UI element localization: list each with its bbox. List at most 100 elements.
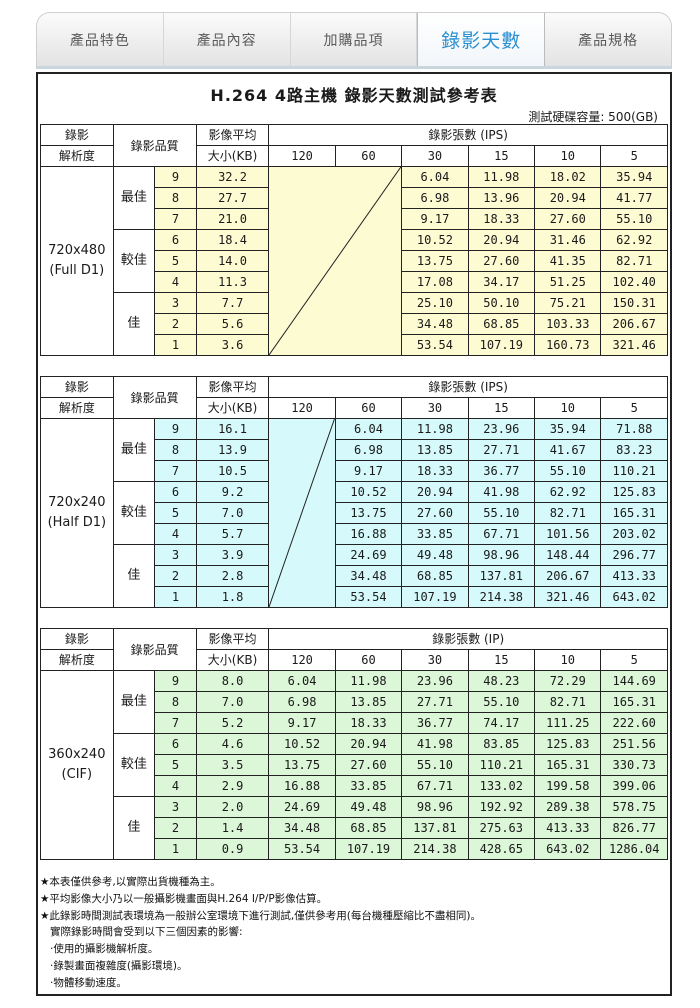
quality-level: 9: [154, 418, 197, 440]
fps-column-header: 10: [534, 649, 602, 671]
days-value: 55.10: [401, 754, 469, 776]
table-row: 8 7.0 6.98 13.85 27.71 55.10 82.71 165.31: [41, 691, 668, 713]
quality-header: 錄影品質: [112, 628, 197, 671]
days-value: 321.46: [534, 586, 602, 608]
fps-column-header: 10: [534, 397, 602, 419]
table-row: 7 21.0 9.17 18.33 27.60 55.10: [41, 208, 668, 230]
note-line: ‧使用的攝影機解析度。: [50, 943, 159, 956]
avg-size-header: 影像平均: [195, 628, 270, 650]
header-row: 錄影 錄影品質 影像平均 錄影張數 (IPS): [40, 124, 668, 167]
table-row: 5 7.0 13.75 27.60 55.10 82.71 165.31: [41, 502, 668, 524]
days-value: 13.96: [467, 187, 536, 209]
days-value: 296.77: [600, 544, 668, 566]
days-value: 75.21: [534, 292, 602, 314]
quality-group-label: 較佳: [112, 733, 156, 797]
days-value: 41.98: [401, 733, 469, 755]
days-value: 36.77: [467, 460, 536, 482]
days-value: 160.73: [534, 334, 602, 356]
days-value: 68.85: [334, 817, 403, 839]
days-value: 20.94: [534, 187, 602, 209]
quality-level: 5: [154, 250, 197, 272]
table-row: 360x240 (CIF) 最佳 9 8.0 6.04 11.98 23.96 48.23 72.…: [40, 670, 668, 860]
avg-size-value: 0.9: [195, 838, 270, 860]
tab-addons[interactable]: 加購品項: [291, 13, 418, 66]
avg-size-value: 4.6: [195, 733, 270, 755]
days-value: 41.77: [600, 187, 668, 209]
fps-column-header: 120: [268, 145, 336, 167]
page-title: H.264 4路主機 錄影天數測試參考表: [210, 86, 498, 105]
days-value: 27.60: [401, 502, 469, 524]
days-value: 206.67: [600, 313, 668, 335]
diagonal-line: [269, 167, 401, 355]
avg-size-value: 27.7: [195, 187, 270, 209]
quality-group-label: 最佳: [112, 670, 156, 734]
table-row: 1 3.6 53.54 107.19 160.73 321.46: [41, 334, 668, 356]
quality-header: 錄影品質: [112, 376, 197, 419]
quality-level: 7: [154, 460, 197, 482]
note-line: ★本表僅供參考,以實際出貨機種為主。: [40, 876, 221, 888]
table-row: 720x240 (Half D1) 最佳 9 16.1 6.04 11.98 23.96 35.…: [40, 418, 668, 608]
quality-group-label: 佳: [112, 544, 156, 608]
days-value: 74.17: [467, 712, 536, 734]
days-value: 6.04: [334, 418, 403, 440]
days-value: 10.52: [268, 733, 336, 755]
fps-column-header: 5: [600, 649, 668, 671]
days-value: 23.96: [401, 670, 469, 692]
days-value: 110.21: [600, 460, 668, 482]
days-value: 643.02: [600, 586, 668, 608]
days-value: 82.71: [600, 250, 668, 272]
days-value: 399.06: [600, 775, 668, 797]
tab-recording-days[interactable]: 錄影天數: [417, 13, 546, 66]
quality-level: 5: [154, 502, 197, 524]
days-value: 289.38: [534, 796, 602, 818]
days-value: 321.46: [600, 334, 668, 356]
quality-level: 8: [154, 439, 197, 461]
days-value: 9.17: [268, 712, 336, 734]
days-value: 72.29: [534, 670, 602, 692]
days-value: 206.67: [534, 565, 602, 587]
days-value: 11.98: [401, 418, 469, 440]
days-value: 49.48: [401, 544, 469, 566]
days-value: 68.85: [467, 313, 536, 335]
fps-column-header: 60: [334, 397, 403, 419]
quality-level: 6: [154, 229, 197, 251]
resolution-label: 720x240: [48, 495, 106, 510]
days-value: 107.19: [401, 586, 469, 608]
days-value: 826.77: [600, 817, 668, 839]
avg-size-value: 13.9: [195, 439, 270, 461]
days-value: 1286.04: [600, 838, 668, 860]
table-row: 5 3.5 13.75 27.60 55.10 110.21 165.31 330.73: [41, 754, 668, 776]
days-value: 13.75: [401, 250, 469, 272]
avg-size-value: 7.0: [195, 691, 270, 713]
days-value: 165.31: [534, 754, 602, 776]
days-value: 35.94: [600, 166, 668, 188]
fps-header: 錄影張數 (IPS): [268, 376, 668, 398]
days-value: 82.71: [534, 691, 602, 713]
tab-contents[interactable]: 產品內容: [164, 13, 291, 66]
table-row: 720x480 (Full D1) 最佳 9 32.2 6.04 11.98 18.02 35.…: [40, 166, 668, 356]
fps-column-header: 15: [467, 397, 536, 419]
tab-features[interactable]: 產品特色: [37, 13, 164, 66]
days-value: 103.33: [534, 313, 602, 335]
table-row: 7 10.5 9.17 18.33 36.77 55.10 110.21: [41, 460, 668, 482]
resolution-header: 解析度: [40, 649, 114, 671]
tab-specs[interactable]: 產品規格: [578, 32, 639, 49]
days-value: 6.98: [334, 439, 403, 461]
days-value: 18.33: [334, 712, 403, 734]
quality-group-label: 佳: [112, 796, 156, 860]
resolution-sublabel: (Full D1): [49, 263, 105, 278]
quality-level: 3: [154, 292, 197, 314]
days-value: 27.71: [467, 439, 536, 461]
days-value: 107.19: [334, 838, 403, 860]
fps-column-header: 120: [268, 397, 336, 419]
avg-size-value: 21.0: [195, 208, 270, 230]
days-value: 51.25: [534, 271, 602, 293]
table-row: 佳 3 3.9 24.69 49.48 98.96 148.44 296.77: [41, 544, 668, 608]
days-value: 9.17: [401, 208, 469, 230]
avg-size-value: 5.2: [195, 712, 270, 734]
days-value: 55.10: [467, 691, 536, 713]
tab-underline: [36, 66, 672, 69]
quality-level: 8: [154, 187, 197, 209]
days-value: 25.10: [401, 292, 469, 314]
quality-level: 2: [154, 565, 197, 587]
